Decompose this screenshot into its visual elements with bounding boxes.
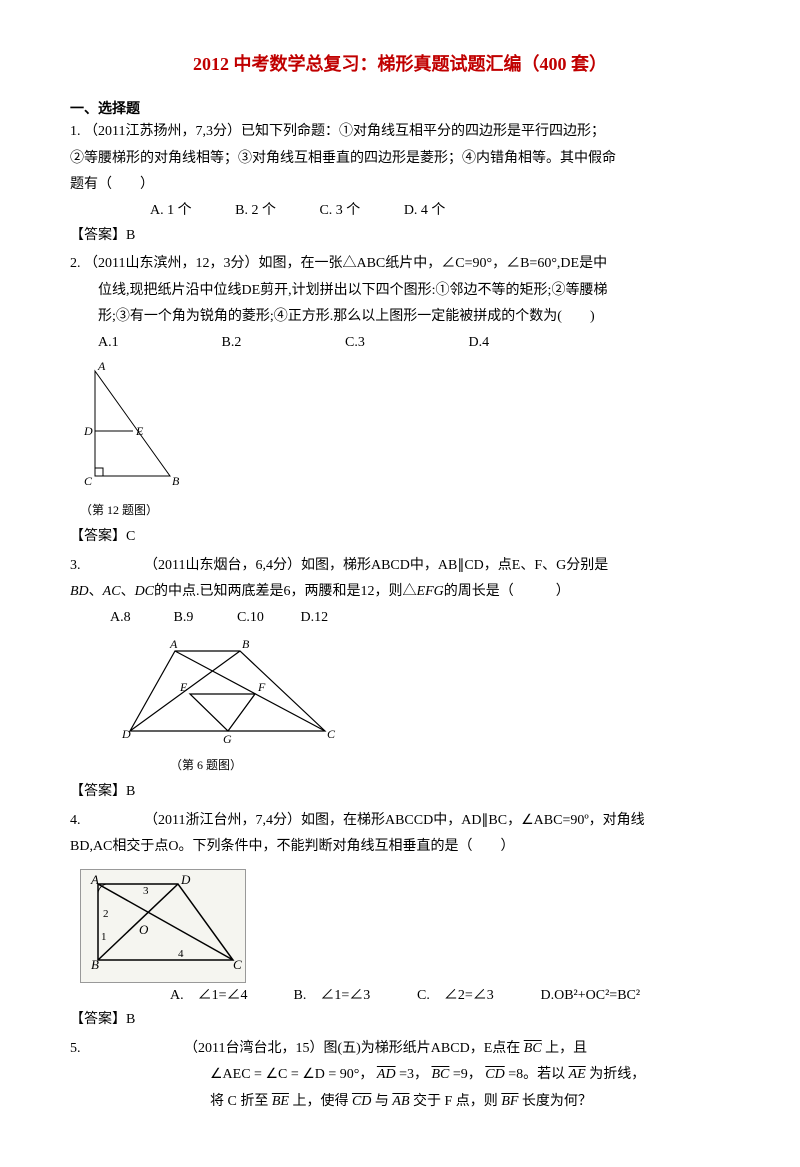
q4-num: 4. <box>70 813 81 828</box>
q5-line1-tail: 上，且 <box>545 1041 587 1056</box>
q5-seg-bf: BF <box>501 1094 518 1109</box>
q5-line1: （2011台湾台北，15）图(五)为梯形纸片ABCD，E点在 <box>84 1041 520 1056</box>
q5-seg-cd: CD <box>485 1067 504 1082</box>
q5-l3e: 长度为何？ <box>522 1094 592 1109</box>
svg-text:B: B <box>91 957 99 972</box>
q2-line3: 形;③有一个角为锐角的菱形;④正方形.那么以上图形一定能被拼成的个数为( ) <box>70 306 730 328</box>
q4-line2: BD,AC相交于点O。下列条件中，不能判断对角线互相垂直的是（ ） <box>70 836 730 858</box>
q4-choice-b: B. ∠1=∠3 <box>294 985 414 1007</box>
svg-text:E: E <box>135 424 144 438</box>
svg-text:B: B <box>242 637 250 651</box>
q2-fig-caption: （第 12 题图） <box>80 501 730 520</box>
q2-choice-d: D.4 <box>469 332 589 354</box>
q5-l3a: 将 C 折至 <box>210 1094 268 1109</box>
svg-text:D: D <box>83 424 93 438</box>
q5-l3b: 上，使得 <box>292 1094 348 1109</box>
q5-l2d: =8。若以 <box>508 1067 565 1082</box>
q2-figure: A D E C B <box>80 361 730 499</box>
q3-choice-b: B.9 <box>174 607 234 629</box>
q4-figure: A D B C O 1 2 3 4 <box>80 869 246 983</box>
q3-fig-caption: （第 6 题图） <box>170 756 730 775</box>
svg-text:F: F <box>257 680 266 694</box>
svg-text:B: B <box>172 474 180 488</box>
q1-line2: ②等腰梯形的对角线相等；③对角线互相垂直的四边形是菱形；④内错角相等。其中假命 <box>70 148 730 170</box>
q4-choice-a: A. ∠1=∠4 <box>170 985 290 1007</box>
svg-text:1: 1 <box>101 931 107 943</box>
q3-figure: A B D C E F G <box>120 636 730 754</box>
q1-line3: 题有（ ） <box>70 174 730 196</box>
svg-text:3: 3 <box>143 885 149 897</box>
q5-l2a: ∠AEC = ∠C = ∠D = 90°， <box>210 1067 373 1082</box>
q3-choice-a: A.8 <box>110 607 170 629</box>
question-4: 4. （2011浙江台州，7,4分）如图，在梯形ABCCD中，AD∥BC，∠AB… <box>70 810 730 832</box>
q5-seg-be: BE <box>272 1094 289 1109</box>
q1-choice-b: B. 2 个 <box>235 200 276 222</box>
q2-choice-b: B.2 <box>222 332 342 354</box>
svg-text:O: O <box>139 922 149 937</box>
q1-num: 1. <box>70 124 81 139</box>
question-2: 2. （2011山东滨州，12，3分）如图，在一张△ABC纸片中，∠C=90°，… <box>70 253 730 275</box>
q5-seg-ae: AE <box>569 1067 586 1082</box>
section-heading: 一、选择题 <box>70 99 730 121</box>
q2-choice-a: A.1 <box>98 332 218 354</box>
svg-text:E: E <box>179 680 188 694</box>
q1-choice-a: A. 1 个 <box>150 200 192 222</box>
q1-answer: 【答案】B <box>70 225 730 247</box>
q5-l2c: =9， <box>453 1067 482 1082</box>
q4-line1: （2011浙江台州，7,4分）如图，在梯形ABCCD中，AD∥BC，∠ABC=9… <box>84 813 645 828</box>
q3-answer: 【答案】B <box>70 781 730 803</box>
q3-choices: A.8 B.9 C.10 D.12 <box>70 607 730 629</box>
svg-text:4: 4 <box>178 948 184 960</box>
svg-text:C: C <box>233 957 242 972</box>
q4-choice-c: C. ∠2=∠3 <box>417 985 537 1007</box>
q4-choices: A. ∠1=∠4 B. ∠1=∠3 C. ∠2=∠3 D.OB²+OC²=BC² <box>70 985 730 1007</box>
question-5: 5. （2011台湾台北，15）图(五)为梯形纸片ABCD，E点在 BC 上，且 <box>70 1038 730 1060</box>
svg-text:D: D <box>121 727 131 741</box>
q2-line2: 位线,现把纸片沿中位线DE剪开,计划拼出以下四个图形:①邻边不等的矩形;②等腰梯 <box>70 280 730 302</box>
q1-choices: A. 1 个 B. 2 个 C. 3 个 D. 4 个 <box>70 200 730 222</box>
svg-text:A: A <box>97 361 106 373</box>
svg-text:2: 2 <box>103 908 109 920</box>
q4-choice-d: D.OB²+OC²=BC² <box>541 985 671 1007</box>
q3-line1: （2011山东烟台，6,4分）如图，梯形ABCD中，AB∥CD，点E、F、G分别… <box>84 558 608 573</box>
q5-l2b: =3， <box>399 1067 428 1082</box>
svg-text:A: A <box>90 872 99 887</box>
q5-seg-ab: AB <box>392 1094 409 1109</box>
svg-text:C: C <box>327 727 336 741</box>
svg-text:C: C <box>84 474 93 488</box>
q5-seg-bc2: BC <box>431 1067 449 1082</box>
svg-text:G: G <box>223 732 232 746</box>
q2-choices: A.1 B.2 C.3 D.4 <box>70 332 730 354</box>
q5-seg-cd2: CD <box>352 1094 371 1109</box>
question-1: 1. （2011江苏扬州，7,3分）已知下列命题：①对角线互相平分的四边形是平行… <box>70 121 730 143</box>
q5-num: 5. <box>70 1041 81 1056</box>
svg-text:A: A <box>169 637 178 651</box>
svg-text:D: D <box>180 872 191 887</box>
q4-answer: 【答案】B <box>70 1009 730 1031</box>
q2-answer: 【答案】C <box>70 526 730 548</box>
q5-line3: 将 C 折至 BE 上，使得 CD 与 AB 交于 F 点，则 BF 长度为何？ <box>70 1091 730 1113</box>
q1-line1: （2011江苏扬州，7,3分）已知下列命题：①对角线互相平分的四边形是平行四边形… <box>84 124 605 139</box>
q5-line2: ∠AEC = ∠C = ∠D = 90°， AD =3， BC =9， CD =… <box>70 1064 730 1086</box>
q3-choice-c: C.10 <box>237 607 297 629</box>
q3-line2: BD、AC、DCBD、AC、DC的中点.已知两底差是6，两腰和是12，则△EFG… <box>70 581 730 603</box>
q5-seg-ad: AD <box>377 1067 396 1082</box>
q1-choice-c: C. 3 个 <box>319 200 360 222</box>
page-title: 2012 中考数学总复习：梯形真题试题汇编（400 套） <box>70 50 730 79</box>
q2-num: 2. <box>70 256 81 271</box>
q1-choice-d: D. 4 个 <box>404 200 446 222</box>
question-3: 3. （2011山东烟台，6,4分）如图，梯形ABCD中，AB∥CD，点E、F、… <box>70 555 730 577</box>
q3-num: 3. <box>70 558 81 573</box>
q5-l2e: 为折线， <box>589 1067 645 1082</box>
q5-seg-bc: BC <box>524 1041 542 1056</box>
q3-choice-d: D.12 <box>301 607 361 629</box>
q2-choice-c: C.3 <box>345 332 465 354</box>
q5-l3d: 交于 F 点，则 <box>413 1094 498 1109</box>
q5-l3c: 与 <box>375 1094 389 1109</box>
q2-line1: （2011山东滨州，12，3分）如图，在一张△ABC纸片中，∠C=90°，∠B=… <box>84 256 607 271</box>
